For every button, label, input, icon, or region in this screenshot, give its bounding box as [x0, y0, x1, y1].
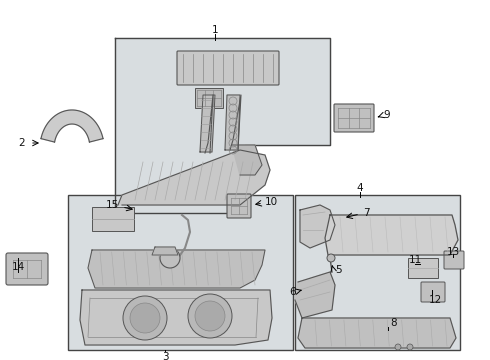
Polygon shape — [200, 95, 215, 152]
Text: 14: 14 — [11, 262, 24, 272]
FancyBboxPatch shape — [177, 51, 279, 85]
Text: 11: 11 — [408, 255, 421, 265]
Bar — [408, 258, 438, 278]
Circle shape — [395, 344, 401, 350]
Polygon shape — [300, 205, 335, 248]
Text: 8: 8 — [390, 318, 396, 328]
FancyBboxPatch shape — [227, 194, 251, 218]
Text: 4: 4 — [357, 183, 363, 193]
Polygon shape — [88, 250, 265, 288]
Polygon shape — [152, 247, 178, 255]
Text: 10: 10 — [265, 197, 278, 207]
Text: 1: 1 — [212, 25, 219, 35]
FancyBboxPatch shape — [334, 104, 374, 132]
Circle shape — [123, 296, 167, 340]
Bar — [195, 88, 223, 108]
Text: 2: 2 — [19, 138, 25, 148]
Polygon shape — [232, 145, 262, 175]
Circle shape — [407, 344, 413, 350]
Bar — [295, 195, 460, 350]
Text: 3: 3 — [162, 352, 168, 360]
Text: 6: 6 — [290, 287, 296, 297]
Circle shape — [130, 303, 160, 333]
Polygon shape — [118, 150, 270, 205]
Polygon shape — [298, 318, 456, 348]
Text: 13: 13 — [446, 247, 460, 257]
Polygon shape — [325, 215, 458, 255]
Polygon shape — [80, 290, 272, 345]
Bar — [68, 195, 293, 350]
Text: 9: 9 — [383, 110, 390, 120]
FancyBboxPatch shape — [421, 282, 445, 302]
Text: 5: 5 — [335, 265, 342, 275]
Text: 7: 7 — [363, 208, 369, 218]
Text: 15: 15 — [105, 200, 119, 210]
Circle shape — [195, 301, 225, 331]
Polygon shape — [295, 272, 335, 318]
FancyBboxPatch shape — [444, 251, 464, 269]
Bar — [92, 207, 134, 231]
Polygon shape — [115, 38, 330, 213]
Circle shape — [327, 254, 335, 262]
FancyBboxPatch shape — [6, 253, 48, 285]
Text: 12: 12 — [428, 295, 441, 305]
Polygon shape — [41, 110, 103, 142]
Circle shape — [160, 248, 180, 268]
Polygon shape — [225, 95, 240, 150]
Circle shape — [188, 294, 232, 338]
